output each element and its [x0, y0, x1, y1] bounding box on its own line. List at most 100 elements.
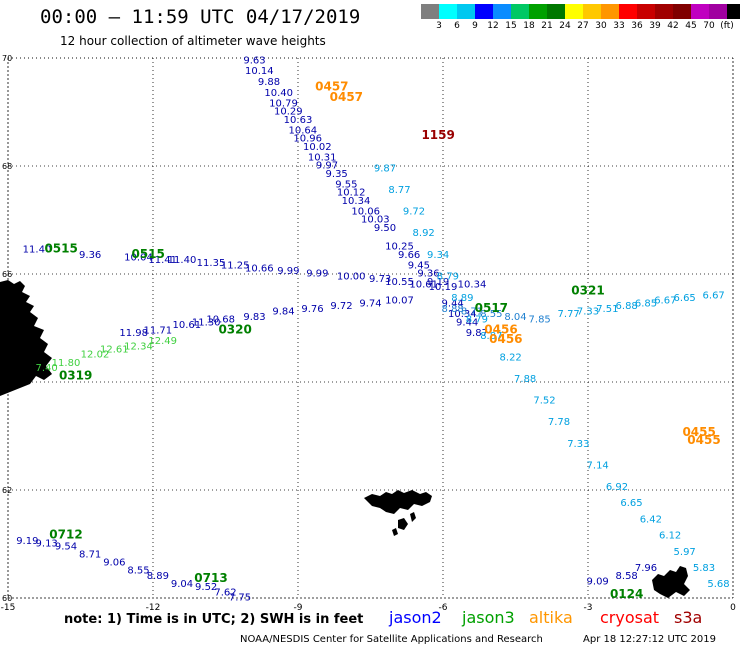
wave-height-label: 10.34: [342, 196, 371, 207]
legend-swatch: [691, 4, 709, 19]
wave-height-label: 9.72: [330, 301, 352, 312]
wave-height-label: 6.67: [654, 296, 676, 307]
wave-height-label: 9.63: [243, 55, 265, 66]
wave-height-label: 7.96: [635, 563, 657, 574]
wave-height-label: 12.02: [81, 350, 110, 361]
wave-height-label: 7.85: [529, 315, 551, 326]
satellite-legend-cryosat: cryosat: [600, 608, 660, 627]
legend-swatch: [655, 4, 673, 19]
y-tick-label: 70: [2, 54, 12, 63]
pass-time-label: 0457: [315, 79, 348, 93]
legend-label: 33: [613, 21, 625, 31]
wave-height-label: 8.22: [500, 352, 522, 363]
legend-swatch: [565, 4, 583, 19]
legend-swatch: [637, 4, 655, 19]
legend-label: 45: [685, 21, 697, 31]
track-jason2-0457: 9.6310.149.8810.4010.7910.2910.6310.6410…: [243, 55, 396, 233]
pass-time-label: 1159: [421, 128, 454, 142]
wave-height-label: 7.52: [533, 396, 555, 407]
wave-height-label: 9.45: [408, 261, 430, 272]
color-legend-labels: 3 6 9 12 15 18 21 24 27 30 33 36 39 42 45 70 (ft): [421, 21, 740, 33]
legend-label: 24: [559, 21, 571, 31]
legend-label: 9: [472, 21, 478, 31]
wave-height-label: 9.19: [16, 536, 38, 547]
wave-height-label: 10.34: [458, 280, 487, 291]
wave-height-label: 9.44: [456, 317, 478, 328]
legend-label: 70: [703, 21, 715, 31]
satellite-legend-s3a: s3a: [674, 608, 703, 627]
pass-time-label: 0456: [484, 322, 517, 336]
wave-height-label: 7.33: [577, 307, 599, 318]
wave-height-label: 10.31: [308, 153, 337, 164]
wave-height-label: 9.04: [171, 579, 193, 590]
wave-height-label: 6.88: [616, 301, 638, 312]
legend-label: 30: [595, 21, 607, 31]
wave-height-label: 9.52: [195, 582, 217, 593]
wave-height-label: 8.92: [413, 228, 435, 239]
wave-height-label: 10.00: [337, 271, 366, 282]
wave-height-label: 7.75: [229, 593, 251, 604]
legend-label: (ft): [720, 21, 734, 31]
legend-label: 27: [577, 21, 589, 31]
wave-height-label: 11.80: [52, 358, 81, 369]
legend-label: 42: [667, 21, 679, 31]
wave-height-label: 10.61: [173, 320, 202, 331]
pass-time-label: 0515: [44, 241, 77, 255]
wave-height-label: 8.71: [79, 550, 101, 561]
wave-height-label: 10.02: [303, 142, 332, 153]
legend-swatch: [619, 4, 637, 19]
wave-height-label: 9.99: [306, 269, 328, 280]
satellite-tracks: 9.6310.149.8810.4010.7910.2910.6310.6410…: [16, 55, 729, 603]
wave-height-label: 9.13: [36, 539, 58, 550]
wave-height-label: 10.64: [289, 126, 318, 137]
pass-time-label: 0321: [571, 284, 604, 298]
legend-swatch: [511, 4, 529, 19]
wave-height-label: 8.88: [442, 304, 464, 315]
x-tick-label: -3: [584, 603, 593, 613]
x-tick-label: -9: [294, 603, 303, 613]
footer-note: note: 1) Time is in UTC; 2) SWH is in fe…: [64, 612, 364, 627]
wave-height-label: 5.97: [674, 547, 696, 558]
legend-label: 18: [523, 21, 535, 31]
map-frame: [7, 57, 734, 599]
wave-height-label: 8.89: [147, 571, 169, 582]
map-grid: [7, 57, 734, 599]
wave-height-label: 9.84: [272, 307, 294, 318]
legend-swatch: [727, 4, 740, 19]
pass-time-label: 0320: [218, 322, 251, 336]
wave-height-label: 11.25: [221, 261, 250, 272]
wave-height-label: 9.76: [301, 304, 323, 315]
x-tick-label: 0: [730, 603, 736, 613]
satellite-legend-altika: altika: [529, 608, 573, 627]
wave-height-label: 10.06: [351, 207, 380, 218]
wave-height-label: 11.71: [144, 325, 173, 336]
wave-height-label: 7.40: [36, 363, 58, 374]
pass-time-label: 0517: [475, 301, 508, 315]
wave-height-label: 6.12: [659, 531, 681, 542]
pass-time-label: 0713: [194, 571, 227, 585]
wave-height-label: 11.98: [119, 328, 148, 339]
wave-height-label: 10.03: [361, 215, 390, 226]
page-title: 00:00 – 11:59 UTC 04/17/2019: [40, 6, 361, 28]
legend-swatch: [421, 4, 439, 19]
wave-height-label: 10.29: [274, 107, 303, 118]
wave-height-label: 6.42: [640, 514, 662, 525]
wave-height-label: 9.99: [277, 266, 299, 277]
wave-height-label: 8.77: [388, 185, 410, 196]
wave-height-label: 9.55: [335, 180, 357, 191]
wave-height-label: 9.72: [403, 207, 425, 218]
wave-height-label: 9.66: [398, 250, 420, 261]
legend-label: 39: [649, 21, 661, 31]
legend-label: 12: [487, 21, 499, 31]
legend-swatch: [673, 4, 691, 19]
wave-height-label: 10.25: [385, 242, 414, 253]
wave-height-label: 11.41: [148, 255, 177, 266]
x-tick-label: -6: [439, 603, 448, 613]
wave-height-label: 8.87: [480, 331, 502, 342]
wave-height-label: 9.87: [466, 328, 488, 339]
x-tick-label: -12: [146, 603, 161, 613]
wave-height-label: 9.54: [55, 541, 77, 552]
